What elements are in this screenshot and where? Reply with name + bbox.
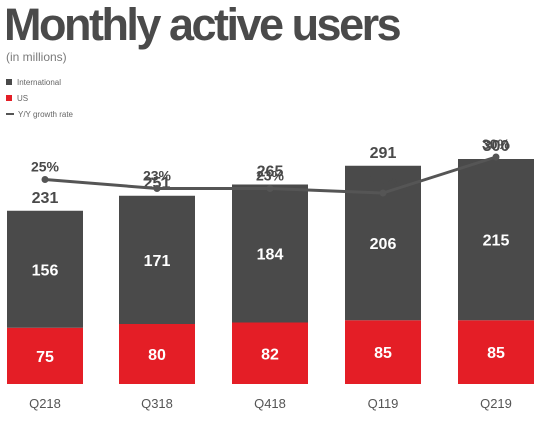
data-label-total-q119: 291 [370, 145, 397, 162]
data-label-us-q119: 85 [374, 345, 392, 362]
bar-us-q218 [7, 327, 83, 384]
data-label-us-q318: 80 [148, 347, 166, 364]
growth-label-q119: 22% [369, 172, 398, 188]
growth-point-q318 [153, 185, 161, 192]
data-label-us-q218: 75 [36, 349, 54, 366]
bar-us-q119 [345, 320, 421, 384]
data-label-us-q418: 82 [261, 346, 279, 363]
legend-swatch-growth [6, 113, 14, 115]
bar-us-q219 [458, 320, 534, 384]
bar-international-q218 [7, 210, 83, 328]
legend-swatch-us [6, 95, 12, 101]
data-label-total-q418: 265 [257, 164, 284, 181]
x-tick-label-q218: Q218 [29, 396, 61, 411]
legend: International US Y/Y growth rate [6, 74, 73, 122]
data-label-international-q418: 184 [257, 247, 284, 264]
legend-label-us: US [17, 93, 29, 103]
data-label-us-q219: 85 [487, 345, 505, 362]
x-tick-label-q318: Q318 [141, 396, 173, 411]
growth-point-q418 [266, 185, 274, 192]
x-tick-label-q418: Q418 [254, 396, 286, 411]
legend-swatch-international [6, 79, 12, 85]
data-label-international-q219: 215 [483, 233, 510, 250]
x-tick-label-q219: Q219 [480, 396, 512, 411]
growth-label-q318: 23% [143, 168, 172, 184]
legend-item-growth: Y/Y growth rate [6, 106, 73, 122]
chart-subtitle: (in millions) [6, 50, 67, 64]
data-label-international-q218: 156 [32, 262, 59, 279]
growth-point-q119 [379, 189, 387, 197]
legend-item-us: US [6, 90, 73, 106]
legend-label-growth: Y/Y growth rate [18, 109, 73, 119]
bar-international-q418 [232, 184, 308, 323]
legend-label-international: International [17, 77, 62, 87]
chart-title: Monthly active users [4, 0, 402, 50]
bar-international-q318 [119, 195, 195, 324]
bar-us-q318 [119, 324, 195, 384]
growth-label-q418: 23% [256, 168, 285, 184]
bar-us-q418 [232, 322, 308, 384]
growth-point-q218 [41, 176, 49, 183]
growth-label-q219: 30% [482, 136, 511, 152]
growth-point-q219 [492, 153, 500, 161]
x-tick-label-q119: Q119 [368, 396, 399, 411]
growth-label-q218: 25% [31, 159, 60, 175]
data-label-total-q219: 300 [483, 138, 510, 155]
data-label-international-q318: 171 [144, 253, 171, 270]
data-label-total-q218: 231 [32, 190, 59, 207]
data-label-international-q119: 206 [370, 236, 397, 253]
legend-item-international: International [6, 74, 73, 90]
bar-international-q219 [458, 159, 534, 321]
